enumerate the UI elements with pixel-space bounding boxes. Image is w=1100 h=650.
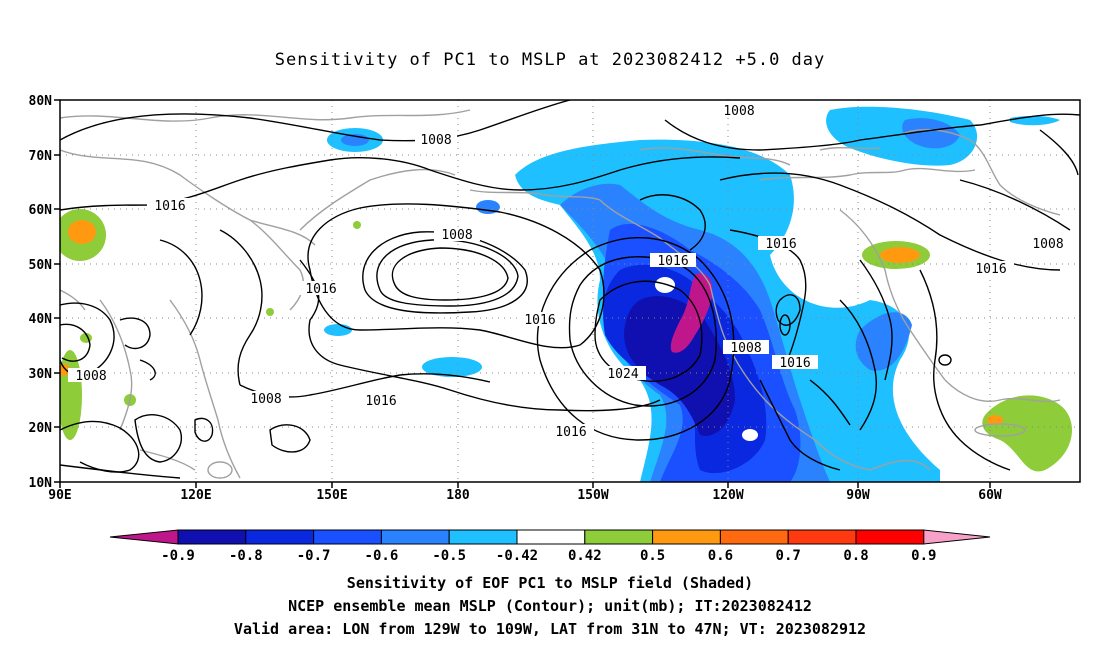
lon-label: 90W <box>846 488 870 503</box>
lat-label: 20N <box>29 421 53 436</box>
contour-label: 1016 <box>779 356 810 371</box>
colorbar-tick-label: 0.7 <box>776 548 801 564</box>
colorbar-segment <box>313 529 382 545</box>
contour-label: 1008 <box>441 228 472 243</box>
caption-line-2: NCEP ensemble mean MSLP (Contour); unit(… <box>288 597 812 615</box>
lat-label: 30N <box>29 367 53 382</box>
colorbar-segment <box>245 529 315 545</box>
colorbar: -0.9 -0.8 -0.7 -0.6 -0.5 -0.42 0.42 0.5 0.6 0.7 0.… <box>109 529 991 564</box>
colorbar-segment <box>516 529 586 545</box>
colorbar-tick-label: -0.6 <box>365 548 399 564</box>
colorbar-segment <box>719 529 789 545</box>
longitude-labels: 90E 120E 150E 180 150W 120W 90W 60W <box>48 488 1002 503</box>
latitude-labels: 80N 70N 60N 50N 40N 30N 20N 10N <box>29 94 53 491</box>
contour-label: 1016 <box>765 237 796 252</box>
lat-label: 40N <box>29 312 53 327</box>
axis-ticks <box>54 99 991 488</box>
contour-label: 1016 <box>975 262 1006 277</box>
contour-label: 1008 <box>730 341 761 356</box>
colorbar-segment <box>177 529 247 545</box>
colorbar-tick-label: 0.42 <box>568 548 602 564</box>
colorbar-segment <box>787 529 857 545</box>
colorbar-right-triangle <box>923 529 991 545</box>
lon-label: 150E <box>316 488 347 503</box>
colorbar-tick-label: 0.9 <box>911 548 936 564</box>
colorbar-tick-label: 0.6 <box>708 548 733 564</box>
colorbar-tick-label: 0.5 <box>640 548 665 564</box>
colorbar-tick-label: -0.5 <box>432 548 466 564</box>
caption-line-1: Sensitivity of EOF PC1 to MSLP field (Sh… <box>346 574 754 592</box>
colorbar-segment <box>652 529 721 545</box>
colorbar-segment <box>380 529 450 545</box>
plot-frame <box>59 99 1081 483</box>
contour-label: 1016 <box>154 199 185 214</box>
colorbar-left-triangle <box>109 529 179 545</box>
map-title: Sensitivity of PC1 to MSLP at 2023082412… <box>274 50 826 70</box>
lon-label: 90E <box>48 488 71 503</box>
lat-label: 70N <box>29 149 53 164</box>
lon-label: 150W <box>577 488 608 503</box>
contour-labels: 1008 1016 1008 1016 1016 1016 1008 1016 … <box>68 103 1071 440</box>
colorbar-tick-label: -0.7 <box>297 548 331 564</box>
colorbar-tick-label: -0.9 <box>161 548 195 564</box>
contour-label: 1016 <box>305 282 336 297</box>
contour-label: 1016 <box>365 394 396 409</box>
contour-label: 1008 <box>250 392 281 407</box>
lat-label: 60N <box>29 203 53 218</box>
colorbar-tick-label: -0.8 <box>229 548 263 564</box>
lon-label: 120E <box>180 488 211 503</box>
contour-label: 1008 <box>75 369 106 384</box>
contour-label: 1016 <box>524 313 555 328</box>
contour-label: 1008 <box>1032 237 1063 252</box>
contour-label: 1024 <box>607 367 638 382</box>
colorbar-segment <box>584 529 654 545</box>
lon-label: 120W <box>712 488 743 503</box>
lon-label: 180 <box>446 488 470 503</box>
contour-label: 1008 <box>420 133 451 148</box>
lat-label: 80N <box>29 94 53 109</box>
colorbar-segment <box>448 529 518 545</box>
colorbar-segment <box>855 529 925 545</box>
contour-label: 1008 <box>723 104 754 119</box>
lat-label: 50N <box>29 258 53 273</box>
caption-line-3: Valid area: LON from 129W to 109W, LAT f… <box>233 620 867 638</box>
contour-label: 1016 <box>657 254 688 269</box>
lon-label: 60W <box>978 488 1002 503</box>
colorbar-tick-label: 0.8 <box>843 548 868 564</box>
colorbar-tick-label: -0.42 <box>496 548 538 564</box>
contour-label: 1016 <box>555 425 586 440</box>
lat-label: 10N <box>29 476 53 491</box>
